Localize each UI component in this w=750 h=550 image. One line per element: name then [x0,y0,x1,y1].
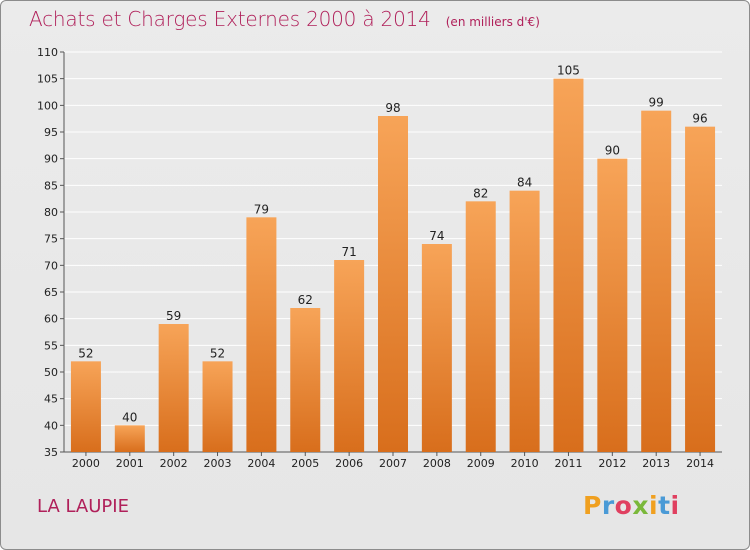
y-tick-label: 50 [44,366,58,379]
y-tick-label: 35 [44,446,58,459]
bar-2014[interactable] [685,126,716,453]
x-tick-label: 2005 [291,457,319,470]
value-label: 90 [605,144,620,158]
logo-letter: o [614,491,633,520]
x-tick-label: 2000 [72,457,100,470]
bar-2000[interactable] [70,361,101,452]
value-label: 99 [649,96,664,110]
x-tick-label: 2009 [467,457,495,470]
value-label: 71 [341,245,356,259]
y-tick-label: 65 [44,286,58,299]
chart-title: Achats et Charges Externes 2000 à 2014 [29,7,431,31]
x-tick-label: 2002 [160,457,188,470]
x-tick-label: 2014 [686,457,714,470]
bar-2013[interactable] [641,110,672,453]
value-label: 84 [517,176,532,190]
value-label: 98 [385,101,400,115]
value-label: 52 [78,346,93,360]
y-tick-label: 95 [44,126,58,139]
bar-2004[interactable] [246,217,277,452]
y-tick-label: 105 [37,73,58,86]
x-tick-label: 2003 [204,457,232,470]
x-tick-label: 2013 [642,457,670,470]
x-tick-label: 2012 [598,457,626,470]
y-tick-label: 110 [37,46,58,59]
y-tick-label: 55 [44,339,58,352]
value-label: 96 [692,112,707,126]
logo-letter: P [583,491,602,520]
x-tick-label: 2010 [511,457,539,470]
data-labels: 52 40 59 52 79 62 71 98 74 82 84 105 90 99 96 [78,64,707,425]
bar-2003[interactable] [202,361,233,452]
bar-2007[interactable] [378,116,408,452]
value-label: 79 [254,202,269,216]
x-tick-label: 2007 [379,457,407,470]
x-tick-label: 2008 [423,457,451,470]
value-label: 52 [210,346,225,360]
value-label: 59 [166,309,181,323]
proxiti-logo[interactable]: Proxiti [583,491,680,520]
bar-2001[interactable] [114,425,145,452]
y-tick-label: 75 [44,233,58,246]
value-label: 40 [122,410,137,424]
logo-letter: i [649,491,659,520]
y-tick-label: 40 [44,419,58,432]
bar-2010[interactable] [509,190,540,452]
x-tick-label: 2011 [554,457,582,470]
y-tick-label: 85 [44,179,58,192]
bar-2005[interactable] [290,308,321,452]
chart-unit: (en milliers d'€) [445,15,540,29]
logo-letter: t [658,491,671,520]
bar-2009[interactable] [465,201,496,452]
bar-2006[interactable] [334,260,365,452]
y-tick-label: 100 [37,99,58,112]
y-tick-label: 80 [44,206,58,219]
value-label: 105 [557,64,580,78]
y-tick-label: 90 [44,153,58,166]
value-label: 62 [298,293,313,307]
value-label: 74 [429,229,444,243]
bar-2012[interactable] [597,158,628,452]
y-tick-label: 60 [44,313,58,326]
x-tick-label: 2001 [116,457,144,470]
bars [70,78,716,453]
y-tick-label: 70 [44,259,58,272]
y-tick-label: 45 [44,393,58,406]
logo-letter: x [632,491,649,520]
bar-2002[interactable] [158,324,189,452]
chart-title-block: Achats et Charges Externes 2000 à 2014 (… [29,7,540,31]
x-tick-label: 2006 [335,457,363,470]
commune-name: LA LAUPIE [37,496,129,517]
value-label: 82 [473,186,488,200]
bar-2008[interactable] [421,244,452,452]
logo-letter: i [670,491,680,520]
x-tick-label: 2004 [247,457,275,470]
logo-letter: r [601,491,615,520]
bar-2011[interactable] [553,78,584,453]
